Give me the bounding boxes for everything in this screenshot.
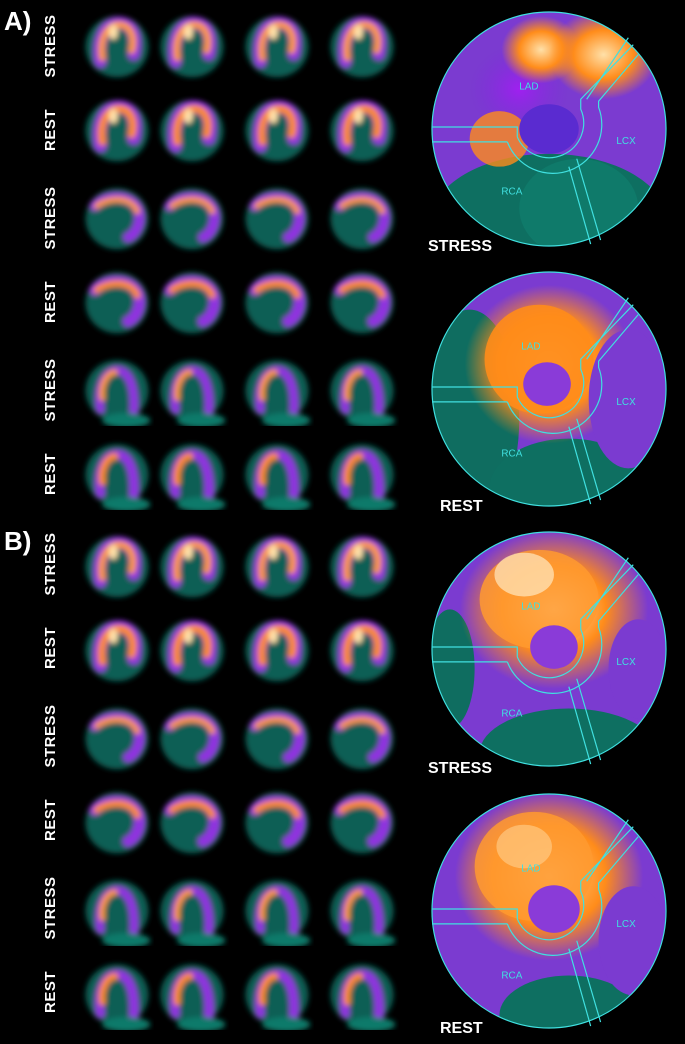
row-label-a-2: REST xyxy=(42,109,59,152)
territory-label-rca: RCA xyxy=(501,186,522,197)
slice-image xyxy=(155,180,229,254)
row-label-a-6: REST xyxy=(42,453,59,496)
slice-image xyxy=(80,352,154,426)
slice-image xyxy=(325,264,399,338)
slice-image xyxy=(325,784,399,858)
slice-image xyxy=(240,528,314,602)
slice-image xyxy=(155,612,229,686)
slice-image xyxy=(325,92,399,166)
territory-label-rca: RCA xyxy=(501,970,522,981)
slice-image xyxy=(155,436,229,510)
row-label-a-3: STRESS xyxy=(42,186,59,250)
polar-map-b-stress-image: LAD LCX RCA xyxy=(431,531,667,767)
slice-image xyxy=(325,612,399,686)
slice-image xyxy=(240,352,314,426)
slice-image xyxy=(325,872,399,946)
panel-a-label: A) xyxy=(4,6,32,36)
slice-image xyxy=(80,700,154,774)
slice-image xyxy=(155,700,229,774)
slice-image xyxy=(240,180,314,254)
territory-label-lcx: LCX xyxy=(616,397,636,408)
slice-image xyxy=(80,784,154,858)
slice-image xyxy=(155,264,229,338)
slice-image xyxy=(155,784,229,858)
slice-image xyxy=(80,92,154,166)
panel-b-label: B) xyxy=(4,526,32,556)
polar-label-a-stress: STRESS xyxy=(428,238,493,255)
slice-image xyxy=(80,436,154,510)
slice-image xyxy=(155,8,229,82)
slice-image xyxy=(80,264,154,338)
polar-map-a-stress: LAD LCX RCA xyxy=(430,10,668,248)
polar-map-a-rest: LAD LCX RCA xyxy=(430,270,668,508)
slice-image xyxy=(325,180,399,254)
territory-label-lcx: LCX xyxy=(616,136,636,147)
slice-image xyxy=(155,956,229,1030)
polar-map-b-rest: LAD LCX RCA xyxy=(430,792,668,1030)
row-label-b-3: STRESS xyxy=(42,704,59,768)
polar-map-a-stress-image: LAD LCX RCA xyxy=(431,11,667,247)
slice-image xyxy=(325,956,399,1030)
slice-image xyxy=(240,612,314,686)
slice-image xyxy=(155,872,229,946)
polar-label-b-rest: REST xyxy=(440,1020,483,1037)
row-label-b-1: STRESS xyxy=(42,532,59,596)
slice-image xyxy=(80,8,154,82)
slice-image xyxy=(240,92,314,166)
row-label-a-4: REST xyxy=(42,281,59,324)
row-label-b-6: REST xyxy=(42,971,59,1014)
territory-label-lcx: LCX xyxy=(616,919,636,930)
row-label-a-5: STRESS xyxy=(42,358,59,422)
slice-image xyxy=(80,612,154,686)
row-label-b-5: STRESS xyxy=(42,876,59,940)
territory-label-lad: LAD xyxy=(521,601,540,612)
slice-image xyxy=(80,180,154,254)
slice-image xyxy=(325,436,399,510)
polar-map-b-stress: LAD LCX RCA xyxy=(430,530,668,768)
slice-image xyxy=(325,8,399,82)
territory-label-lad: LAD xyxy=(519,81,538,92)
slice-image xyxy=(80,956,154,1030)
slice-image xyxy=(240,700,314,774)
slice-image xyxy=(240,872,314,946)
polar-map-b-rest-image: LAD LCX RCA xyxy=(431,793,667,1029)
territory-label-lad: LAD xyxy=(521,341,540,352)
slice-image xyxy=(240,264,314,338)
row-label-b-4: REST xyxy=(42,799,59,842)
territory-label-lad: LAD xyxy=(521,863,540,874)
row-label-b-2: REST xyxy=(42,627,59,670)
polar-label-a-rest: REST xyxy=(440,498,483,515)
territory-label-lcx: LCX xyxy=(616,657,636,668)
slice-image xyxy=(325,352,399,426)
slice-image xyxy=(80,872,154,946)
slice-image xyxy=(240,8,314,82)
slice-image xyxy=(155,352,229,426)
slice-image xyxy=(240,956,314,1030)
polar-label-b-stress: STRESS xyxy=(428,760,493,777)
polar-map-a-rest-image: LAD LCX RCA xyxy=(431,271,667,507)
slice-image xyxy=(155,528,229,602)
territory-label-rca: RCA xyxy=(501,448,522,459)
row-label-a-1: STRESS xyxy=(42,14,59,78)
slice-image xyxy=(325,700,399,774)
slice-image xyxy=(80,528,154,602)
slice-image xyxy=(240,784,314,858)
territory-label-rca: RCA xyxy=(501,708,522,719)
slice-image xyxy=(240,436,314,510)
slice-image xyxy=(325,528,399,602)
slice-image xyxy=(155,92,229,166)
